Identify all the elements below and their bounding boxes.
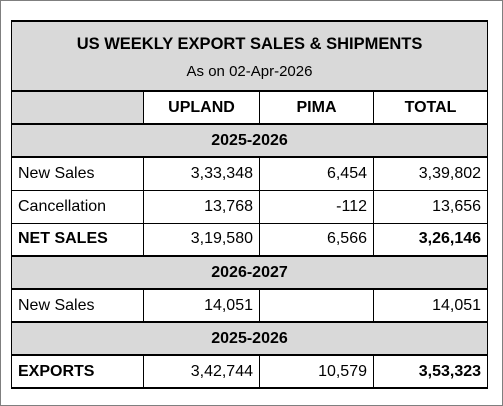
table-row: EXPORTS 3,42,744 10,579 3,53,323 bbox=[11, 354, 489, 389]
cell-total: 3,39,802 bbox=[372, 156, 489, 191]
cell-pima: -112 bbox=[259, 189, 374, 224]
header-total: TOTAL bbox=[372, 90, 489, 125]
cell-pima bbox=[259, 288, 374, 323]
table-title: US WEEKLY EXPORT SALES & SHIPMENTS bbox=[76, 35, 423, 53]
section-year: 2026-2027 bbox=[10, 255, 489, 290]
header-row: UPLAND PIMA TOTAL bbox=[11, 90, 489, 125]
section-year-row: 2025-2026 bbox=[10, 321, 489, 356]
row-label: Cancellation bbox=[11, 189, 144, 224]
table-row: New Sales 14,051 14,051 bbox=[11, 288, 489, 323]
title-row: US WEEKLY EXPORT SALES & SHIPMENTS As on… bbox=[10, 20, 489, 92]
cell-pima: 6,454 bbox=[259, 156, 374, 191]
row-label: EXPORTS bbox=[11, 354, 144, 389]
header-pima: PIMA bbox=[259, 90, 374, 125]
cell-pima: 10,579 bbox=[259, 354, 374, 389]
cell-upland: 3,33,348 bbox=[143, 156, 260, 191]
cell-total: 3,53,323 bbox=[372, 354, 489, 389]
section-year-row: 2025-2026 bbox=[10, 123, 489, 158]
section-year-row: 2026-2027 bbox=[10, 255, 489, 290]
section-year: 2025-2026 bbox=[10, 123, 489, 158]
table-row: New Sales 3,33,348 6,454 3,39,802 bbox=[11, 156, 489, 191]
cell-total: 3,26,146 bbox=[372, 222, 489, 257]
cell-upland: 13,768 bbox=[143, 189, 260, 224]
table-row: Cancellation 13,768 -112 13,656 bbox=[11, 189, 489, 224]
row-label: NET SALES bbox=[11, 222, 144, 257]
header-blank bbox=[11, 90, 144, 125]
cell-upland: 14,051 bbox=[143, 288, 260, 323]
cell-total: 13,656 bbox=[372, 189, 489, 224]
table-subtitle: As on 02-Apr-2026 bbox=[186, 63, 313, 80]
section-year: 2025-2026 bbox=[10, 321, 489, 356]
cell-pima: 6,566 bbox=[259, 222, 374, 257]
row-label: New Sales bbox=[11, 156, 144, 191]
cell-total: 14,051 bbox=[372, 288, 489, 323]
export-sales-table: US WEEKLY EXPORT SALES & SHIPMENTS As on… bbox=[10, 20, 489, 389]
table-row: NET SALES 3,19,580 6,566 3,26,146 bbox=[11, 222, 489, 257]
cell-upland: 3,19,580 bbox=[143, 222, 260, 257]
row-label: New Sales bbox=[11, 288, 144, 323]
header-upland: UPLAND bbox=[143, 90, 260, 125]
cell-upland: 3,42,744 bbox=[143, 354, 260, 389]
title-cell: US WEEKLY EXPORT SALES & SHIPMENTS As on… bbox=[10, 20, 489, 92]
